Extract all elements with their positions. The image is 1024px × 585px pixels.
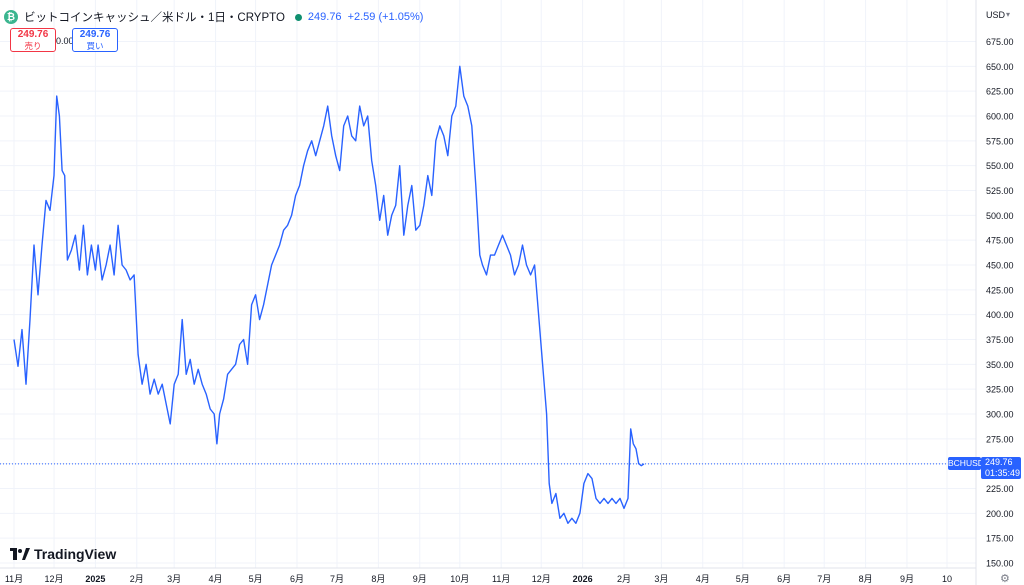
symbol-header[interactable]: ₿ ビットコインキャッシュ／米ドル・1日・CRYPTO 249.76 +2.59… bbox=[4, 8, 423, 26]
x-tick-label: 4月 bbox=[209, 574, 223, 584]
x-tick-label: 10月 bbox=[450, 574, 469, 584]
y-tick-label: 200.00 bbox=[986, 509, 1014, 519]
x-tick-label: 3月 bbox=[167, 574, 181, 584]
x-tick-label: 2026 bbox=[573, 574, 593, 584]
x-tick-label: 2025 bbox=[85, 574, 105, 584]
x-tick-label: 10 bbox=[942, 574, 952, 584]
tradingview-logo[interactable]: TradingView bbox=[10, 546, 116, 562]
brand-name: TradingView bbox=[34, 546, 117, 562]
y-tick-label: 475.00 bbox=[986, 236, 1014, 246]
market-status-dot bbox=[294, 13, 302, 21]
sell-price: 249.76 bbox=[17, 29, 49, 40]
gear-icon[interactable]: ⚙ bbox=[1000, 573, 1010, 585]
x-tick-label: 7月 bbox=[817, 574, 831, 584]
x-tick-label: 6月 bbox=[290, 574, 304, 584]
x-tick-label: 7月 bbox=[330, 574, 344, 584]
y-tick-label: 225.00 bbox=[986, 484, 1014, 494]
sell-label: 売り bbox=[24, 41, 42, 51]
y-tick-label: 350.00 bbox=[986, 360, 1014, 370]
y-tick-label: 375.00 bbox=[986, 335, 1014, 345]
y-tick-label: 575.00 bbox=[986, 136, 1014, 146]
y-tick-label: 550.00 bbox=[986, 161, 1014, 171]
x-tick-label: 9月 bbox=[900, 574, 914, 584]
x-tick-label: 12月 bbox=[45, 574, 64, 584]
symbol-title[interactable]: ビットコインキャッシュ／米ドル・1日・CRYPTO bbox=[24, 12, 285, 24]
price-line-series bbox=[13, 65, 645, 524]
header-last-price: 249.76 bbox=[307, 11, 342, 23]
y-tick-label: 400.00 bbox=[986, 310, 1014, 320]
buy-price: 249.76 bbox=[79, 29, 111, 40]
y-tick-label: 450.00 bbox=[986, 261, 1014, 271]
y-tick-label: 525.00 bbox=[986, 186, 1014, 196]
x-tick-label: 6月 bbox=[777, 574, 791, 584]
last-price-tag-value: 249.76 bbox=[985, 457, 1013, 468]
currency-selector[interactable]: USD bbox=[986, 10, 1006, 20]
y-tick-label: 500.00 bbox=[986, 211, 1014, 221]
x-tick-label: 11月 bbox=[492, 574, 510, 584]
y-tick-label: 300.00 bbox=[986, 410, 1014, 420]
x-tick-label: 9月 bbox=[413, 574, 427, 584]
last-price-tag: 249.76 01:35:49 bbox=[981, 457, 1021, 480]
x-tick-label: 5月 bbox=[736, 574, 750, 584]
buy-button[interactable]: 249.76 買い bbox=[72, 28, 118, 52]
x-tick-label: 3月 bbox=[654, 574, 668, 584]
bitcoin-cash-icon: ₿ bbox=[4, 10, 18, 24]
y-tick-label: 175.00 bbox=[986, 534, 1014, 544]
x-tick-label: 11月 bbox=[5, 574, 23, 584]
sell-button[interactable]: 249.76 売り bbox=[10, 28, 56, 52]
x-tick-label: 5月 bbox=[249, 574, 263, 584]
x-tick-label: 8月 bbox=[371, 574, 385, 584]
tradingview-logo-icon bbox=[10, 548, 30, 560]
x-tick-label: 12月 bbox=[532, 574, 551, 584]
y-tick-label: 150.00 bbox=[986, 559, 1014, 569]
y-tick-label: 625.00 bbox=[986, 87, 1014, 97]
y-tick-label: 425.00 bbox=[986, 285, 1014, 295]
bar-countdown: 01:35:49 bbox=[985, 468, 1021, 479]
x-tick-label: 2月 bbox=[617, 574, 631, 584]
x-tick-label: 2月 bbox=[130, 574, 144, 584]
y-tick-label: 675.00 bbox=[986, 37, 1014, 47]
y-tick-label: 600.00 bbox=[986, 112, 1014, 122]
symbol-tag: BCHUSD bbox=[948, 457, 984, 471]
y-tick-label: 650.00 bbox=[986, 62, 1014, 72]
chevron-down-icon[interactable]: ▾ bbox=[1006, 10, 1011, 19]
buy-label: 買い bbox=[86, 41, 104, 51]
x-tick-label: 4月 bbox=[696, 574, 710, 584]
y-tick-label: 275.00 bbox=[986, 434, 1014, 444]
x-tick-label: 8月 bbox=[859, 574, 873, 584]
y-tick-label: 325.00 bbox=[986, 385, 1014, 395]
spread-value: 0.00 bbox=[56, 36, 74, 46]
header-price-change: +2.59 (+1.05%) bbox=[347, 11, 424, 23]
